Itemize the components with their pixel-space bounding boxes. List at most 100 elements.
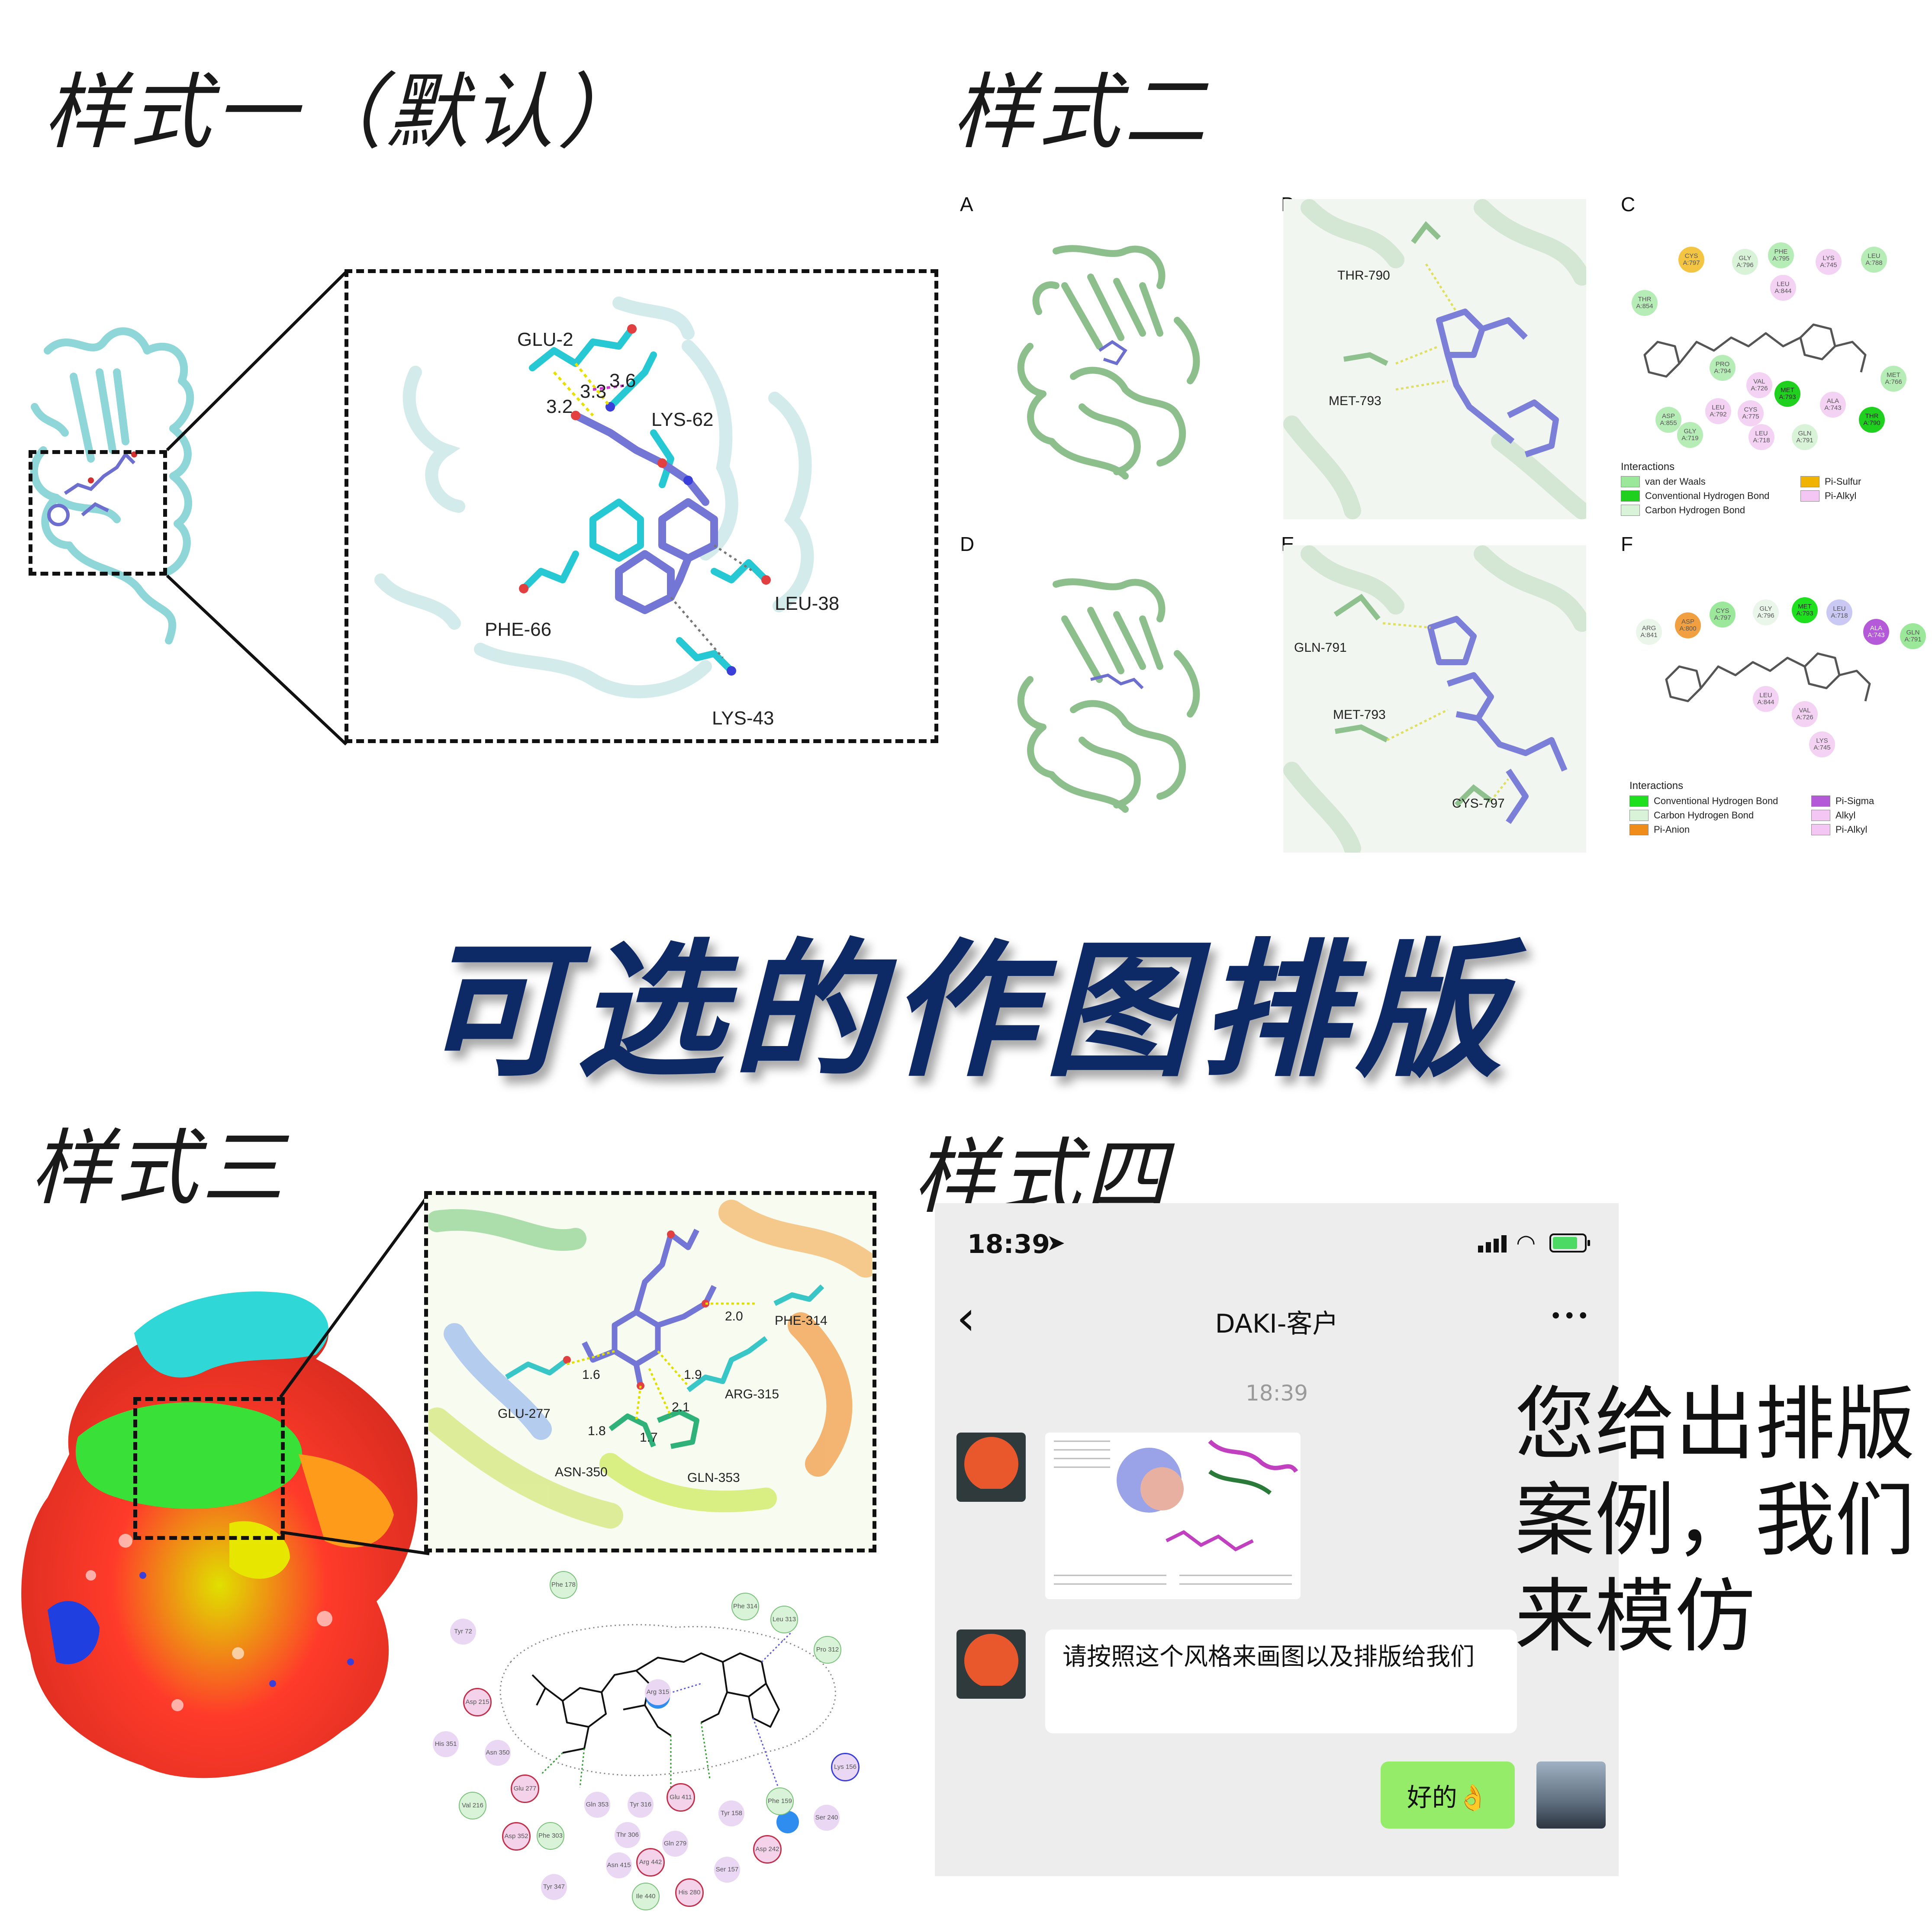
residue-3-25: Ser 157 [714,1857,740,1883]
panel-f-legend-3: Pi-Sigma [1811,795,1874,807]
wifi-icon: ◠ [1516,1230,1536,1256]
residue-f-5: LEU A:718 [1826,599,1852,625]
residue-c-7: PRO A:794 [1710,355,1736,381]
style2-panel-b-site [1283,199,1586,519]
residue-f-0: ARG A:841 [1636,619,1662,645]
residue-c-5: THR A:854 [1632,290,1658,316]
label-met793-e: MET-793 [1333,708,1386,722]
panel-f-legend-5: Pi-Alkyl [1811,824,1867,835]
residue-c-10: MET A:766 [1880,366,1906,392]
residue-3-11: Val 216 [459,1792,486,1819]
residue-c-11: ASP A:855 [1655,407,1681,433]
panel-c-legend-1: Conventional Hydrogen Bond [1621,490,1769,502]
residue-3-12: Gln 353 [584,1792,610,1818]
style1-zoom-panel [345,269,938,743]
residue-3-6: Arg 315 [645,1679,671,1705]
residue-c-2: PHE A:795 [1768,242,1794,268]
style2-panel-a-protein [1017,245,1200,480]
panel-f-legend-1: Carbon Hydrogen Bond [1629,810,1754,821]
image-message[interactable] [1045,1433,1301,1599]
label-dist-17: 1.7 [640,1430,658,1445]
my-avatar[interactable] [1536,1761,1606,1829]
residue-3-8: Asn 350 [485,1740,511,1766]
label-dist-33: 3.3 [580,381,607,402]
residue-c-6: LEU A:844 [1770,275,1796,301]
signal-icon [1478,1234,1508,1253]
residue-f-9: VAL A:726 [1792,701,1818,727]
label-lys62: LYS-62 [651,409,714,430]
residue-f-7: GLN A:791 [1900,623,1926,649]
label-leu38: LEU-38 [775,593,840,614]
label-lys43: LYS-43 [712,708,774,729]
back-button[interactable]: ‹ [956,1290,976,1346]
residue-c-1: GLY A:796 [1732,249,1758,275]
residue-c-18: GLN A:791 [1792,424,1818,450]
style3-title: 样式三 [30,1121,288,1216]
contact-avatar-2[interactable] [956,1629,1026,1699]
panel-letter-d: D [960,533,975,555]
style3-zoom-lines [279,1192,431,1555]
residue-3-19: Phe 303 [537,1822,564,1850]
residue-3-1: Tyr 72 [450,1619,476,1645]
label-gln791: GLN-791 [1294,641,1347,655]
panel-letter-a: A [960,193,973,216]
panel-c-legend-title: Interactions [1621,461,1675,473]
residue-c-0: CYS A:797 [1678,247,1704,273]
style3-2d-diagram: Phe 178 Tyr 72 Phe 314 Leu 313 Pro 312 A… [433,1571,883,1913]
panel-f-ligand [1665,652,1871,702]
residue-3-4: Pro 312 [814,1636,841,1664]
panel-f-legend-0: Conventional Hydrogen Bond [1629,795,1778,807]
message-timestamp: 18:39 [1245,1381,1308,1406]
style3-zoom-box-small [133,1397,285,1540]
residue-c-9: MET A:793 [1774,381,1800,407]
panel-c-legend-3: Pi-Sulfur [1800,476,1861,487]
chat-screenshot: 18:39 ➤ ◠ ‹ DAKI-客户 ••• 18:39 请按 [935,1203,1619,1876]
residue-f-3: GLY A:796 [1753,599,1779,625]
panel-letter-f: F [1621,533,1633,555]
residue-3-16: Phe 159 [766,1787,794,1815]
label-met793-b: MET-793 [1329,394,1381,408]
contact-avatar-1[interactable] [956,1433,1026,1502]
residue-3-23: Asn 415 [606,1852,632,1878]
style2-panel-d-protein [1017,578,1200,813]
residue-3-26: Tyr 347 [541,1874,567,1900]
residue-3-24: Arg 442 [636,1848,665,1877]
residue-3-14: Glu 411 [667,1783,695,1812]
residue-c-16: GLY A:719 [1677,422,1703,448]
residue-3-18: Asp 352 [502,1822,531,1851]
label-dist-16: 1.6 [582,1368,600,1382]
residue-3-17: Ser 240 [814,1805,840,1831]
panel-f-legend-4: Alkyl [1811,810,1855,821]
chat-title: DAKI-客户 [1215,1309,1339,1339]
residue-c-3: LYS A:745 [1816,249,1842,275]
label-thr790: THR-790 [1337,268,1390,283]
residue-c-14: ALA A:743 [1820,392,1846,418]
label-dist-32: 3.2 [546,396,573,417]
style2-title: 样式二 [952,64,1210,160]
label-glu2: GLU-2 [517,329,573,350]
label-asn350: ASN-350 [555,1465,608,1479]
style1-zoom-box-small [29,450,167,576]
panel-c-legend-4: Pi-Alkyl [1800,490,1856,502]
side-note: 您给出排版 案例，我们 来模仿 [1515,1378,1915,1663]
label-arg315: ARG-315 [725,1387,779,1401]
label-phe66: PHE-66 [485,619,552,640]
text-message[interactable]: 请按照这个风格来画图以及排版给我们 [1045,1629,1517,1733]
style2-panel-e-site [1283,545,1586,853]
residue-c-17: LEU A:718 [1748,424,1774,450]
main-title: 可选的作图排版 [421,926,1511,1097]
label-dist-36: 3.6 [609,370,636,391]
image-message-thumbnail [1045,1433,1301,1599]
style2-panel-c-diagram: CYS A:797 GLY A:796 PHE A:795 LYS A:745 … [1619,242,1922,450]
residue-3-13: Tyr 316 [628,1792,654,1818]
style1-protein-overview [30,327,194,644]
more-button[interactable]: ••• [1549,1304,1591,1329]
label-phe314: PHE-314 [775,1314,828,1328]
reply-message[interactable]: 好的👌 [1381,1761,1515,1829]
residue-c-12: LEU A:792 [1705,398,1731,424]
panel-f-legend-title: Interactions [1629,780,1684,792]
label-glu277: GLU-277 [498,1407,551,1421]
label-dist-19: 1.9 [684,1368,702,1382]
label-dist-21: 2.1 [672,1400,690,1414]
residue-f-2: CYS A:797 [1710,602,1736,628]
